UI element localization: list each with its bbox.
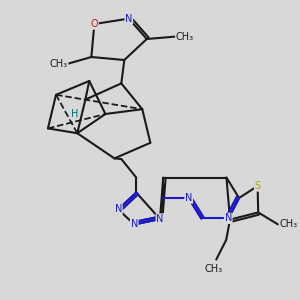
- Text: H: H: [70, 109, 78, 119]
- Text: CH₃: CH₃: [204, 263, 222, 274]
- Text: S: S: [254, 181, 261, 191]
- Text: CH₃: CH₃: [50, 58, 68, 69]
- Text: N: N: [125, 14, 133, 24]
- Text: CH₃: CH₃: [279, 219, 298, 230]
- Text: N: N: [115, 204, 122, 214]
- Text: O: O: [91, 19, 98, 29]
- Text: N: N: [225, 213, 232, 224]
- Text: N: N: [130, 219, 138, 230]
- Text: N: N: [156, 214, 164, 224]
- Text: N: N: [185, 193, 192, 203]
- Text: CH₃: CH₃: [176, 32, 194, 42]
